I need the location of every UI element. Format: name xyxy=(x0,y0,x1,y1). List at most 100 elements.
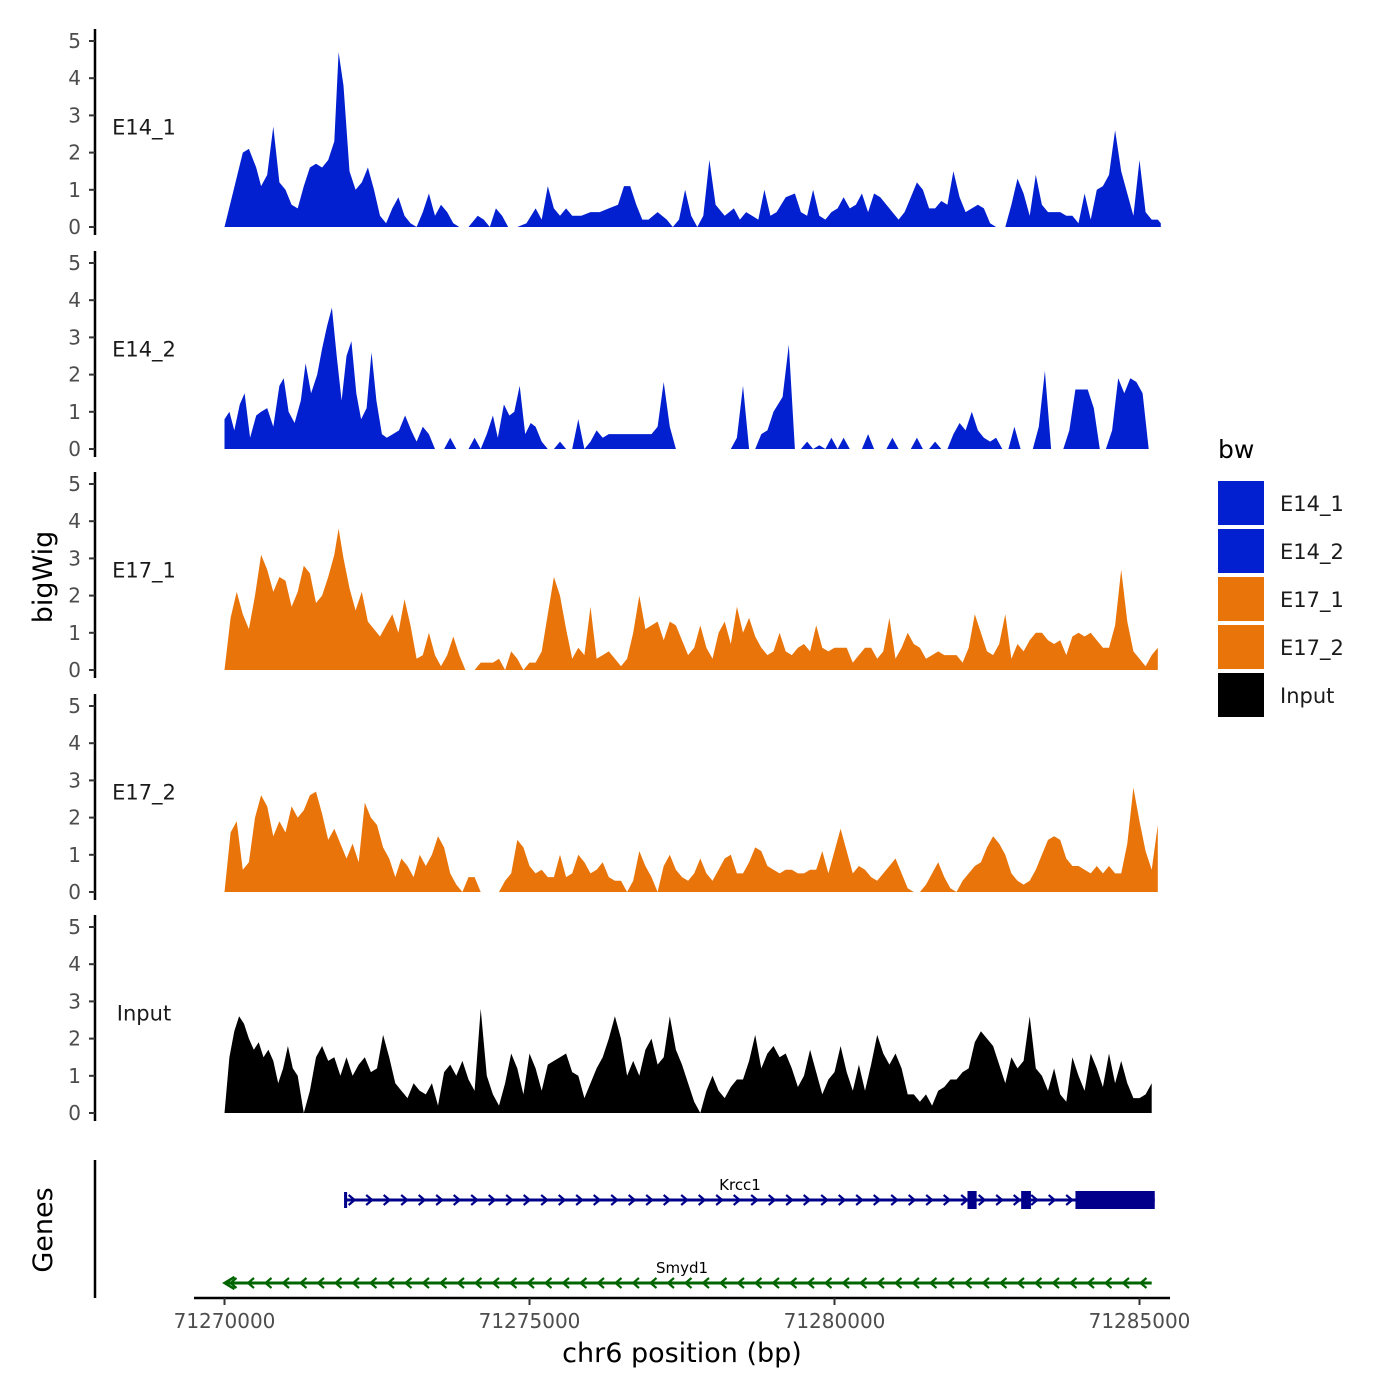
y-tick-label: 3 xyxy=(68,546,81,570)
y-tick-label: 5 xyxy=(68,29,81,53)
y-tick-label: 0 xyxy=(68,437,81,461)
exon xyxy=(1021,1191,1031,1209)
gene-label: Smyd1 xyxy=(656,1259,708,1277)
y-tick-label: 4 xyxy=(68,952,81,976)
y-tick-label: 4 xyxy=(68,731,81,755)
strand-arrow xyxy=(946,1277,955,1289)
track-E17_2: 0 1 2 3 4 5 E17_2 xyxy=(68,694,1158,904)
y-tick-label: 1 xyxy=(68,843,81,867)
strand-arrow xyxy=(925,1194,934,1206)
strand-arrow xyxy=(872,1194,882,1206)
strand-arrow xyxy=(610,1194,619,1206)
strand-arrow xyxy=(561,1277,570,1289)
strand-arrow xyxy=(1012,1194,1022,1206)
y-axis-title: bigWig xyxy=(28,531,59,624)
strand-arrow xyxy=(452,1194,462,1206)
strand-arrow xyxy=(977,1194,987,1206)
strand-arrow xyxy=(435,1194,444,1206)
y-tick-label: 5 xyxy=(68,694,81,718)
signal-area-E17_1 xyxy=(224,528,1158,670)
track-E17_1: 0 1 2 3 4 5 E17_1 xyxy=(68,472,1158,682)
strand-arrow xyxy=(386,1277,395,1289)
strand-arrow xyxy=(333,1277,343,1289)
track-label: E17_2 xyxy=(112,780,176,805)
x-axis: 71270000 71275000 71280000 71285000 xyxy=(174,1296,1191,1333)
strand-arrow xyxy=(841,1277,850,1289)
y-tick-label: 4 xyxy=(68,509,81,533)
strand-arrow xyxy=(911,1277,920,1289)
strand-arrow xyxy=(942,1194,952,1206)
strand-arrow xyxy=(246,1277,255,1289)
strand-arrow xyxy=(575,1194,584,1206)
strand-arrow xyxy=(522,1194,532,1206)
track-Input: 0 1 2 3 4 5 Input xyxy=(68,915,1152,1125)
y-tick-label: 2 xyxy=(68,1027,81,1051)
strand-arrow xyxy=(890,1194,899,1206)
strand-arrow xyxy=(438,1277,448,1289)
y-tick-label: 3 xyxy=(68,325,81,349)
strand-arrow xyxy=(1047,1194,1057,1206)
strand-arrow xyxy=(823,1277,833,1289)
strand-arrow xyxy=(417,1194,427,1206)
gene-track: Krcc1 Smyd1 xyxy=(93,1160,1155,1298)
strand-arrow xyxy=(1103,1277,1113,1289)
strand-arrow xyxy=(1030,1194,1039,1206)
y-tick-label: 0 xyxy=(68,215,81,239)
y-tick-label: 3 xyxy=(68,103,81,127)
signal-tracks: 0 1 2 3 4 5 E14_1 0 1 2 3 4 5 E14_2 0 1 2 3 4 5 E17_1 0 1 2 3 4 5 E… xyxy=(68,29,1161,1125)
y-tick-label: 2 xyxy=(68,806,81,830)
track-E14_2: 0 1 2 3 4 5 E14_2 xyxy=(68,251,1155,461)
track-E14_1: 0 1 2 3 4 5 E14_1 xyxy=(68,29,1161,239)
legend-item-Input: Input xyxy=(1218,673,1334,717)
legend-item-E14_2: E14_2 xyxy=(1218,529,1344,573)
strand-arrow xyxy=(715,1194,724,1206)
strand-arrow xyxy=(750,1194,759,1206)
strand-arrow xyxy=(1051,1277,1060,1289)
legend-label: E17_2 xyxy=(1280,636,1344,661)
strand-arrow xyxy=(263,1277,273,1289)
legend-swatch xyxy=(1218,625,1264,669)
legend-title: bw xyxy=(1218,435,1254,464)
gene-label: Krcc1 xyxy=(719,1176,761,1194)
strand-arrow xyxy=(767,1194,777,1206)
legend-swatch xyxy=(1218,529,1264,573)
legend-swatch xyxy=(1218,673,1264,717)
y-tick-label: 1 xyxy=(68,178,81,202)
strand-arrow xyxy=(1033,1277,1043,1289)
signal-area-E14_1 xyxy=(224,52,1161,228)
track-label: E14_2 xyxy=(112,337,176,362)
x-tick-label: 71285000 xyxy=(1089,1309,1191,1333)
strand-arrow xyxy=(557,1194,567,1206)
strand-arrow xyxy=(316,1277,325,1289)
strand-arrow xyxy=(627,1194,637,1206)
legend-item-E14_1: E14_1 xyxy=(1218,481,1344,525)
signal-area-E17_2 xyxy=(224,787,1158,892)
strand-arrow xyxy=(645,1194,654,1206)
exon xyxy=(344,1192,348,1208)
strand-arrow xyxy=(578,1277,588,1289)
strand-arrow xyxy=(858,1277,868,1289)
x-axis-title: chr6 position (bp) xyxy=(562,1338,802,1369)
strand-arrow xyxy=(855,1194,864,1206)
y-tick-label: 1 xyxy=(68,1064,81,1088)
strand-arrow xyxy=(592,1194,602,1206)
strand-arrow xyxy=(470,1194,479,1206)
strand-arrow xyxy=(631,1277,640,1289)
strand-arrow xyxy=(1065,1194,1074,1206)
legend-label: E14_2 xyxy=(1280,540,1344,565)
strand-arrow xyxy=(347,1194,357,1206)
strand-arrow xyxy=(543,1277,553,1289)
y-tick-label: 0 xyxy=(68,658,81,682)
y-tick-label: 1 xyxy=(68,621,81,645)
y-tick-label: 2 xyxy=(68,584,81,608)
strand-arrow xyxy=(403,1277,413,1289)
strand-arrow xyxy=(876,1277,885,1289)
exon xyxy=(967,1191,977,1209)
strand-arrow xyxy=(351,1277,360,1289)
legend-label: E14_1 xyxy=(1280,492,1344,517)
y-tick-label: 0 xyxy=(68,1101,81,1125)
strand-arrow xyxy=(771,1277,780,1289)
legend-item-E17_1: E17_1 xyxy=(1218,577,1344,621)
strand-arrow xyxy=(1086,1277,1095,1289)
